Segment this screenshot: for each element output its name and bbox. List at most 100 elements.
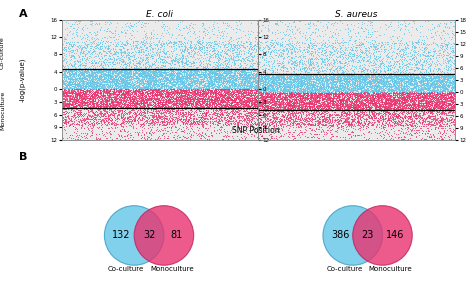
Point: [75, 76, 82, 81]
Point: [104, 90, 112, 95]
Point: [73, 93, 81, 98]
Point: [298, 40, 306, 45]
Point: [222, 88, 230, 92]
Point: [145, 98, 152, 102]
Point: [219, 61, 226, 66]
Point: [82, 40, 89, 45]
Point: [126, 95, 133, 100]
Point: [409, 57, 416, 61]
Point: [373, 78, 380, 83]
Point: [199, 125, 206, 129]
Point: [132, 63, 139, 68]
Point: [436, 91, 443, 95]
Point: [424, 101, 432, 105]
Point: [173, 77, 180, 81]
Point: [319, 79, 327, 84]
Point: [275, 84, 283, 88]
Point: [182, 72, 190, 77]
Point: [419, 82, 427, 86]
Point: [267, 81, 275, 85]
Point: [440, 92, 448, 97]
Point: [220, 95, 228, 99]
Point: [310, 89, 318, 94]
Point: [379, 93, 387, 97]
Point: [192, 130, 200, 135]
Point: [294, 123, 302, 128]
Point: [316, 111, 324, 116]
Point: [443, 98, 450, 102]
Point: [319, 81, 326, 86]
Point: [374, 118, 382, 123]
Point: [230, 100, 237, 104]
Point: [408, 90, 416, 94]
Point: [273, 75, 281, 79]
Point: [113, 136, 121, 141]
Point: [424, 84, 432, 88]
Point: [359, 94, 366, 99]
Point: [305, 86, 313, 91]
Point: [66, 78, 73, 83]
Point: [61, 36, 69, 40]
Point: [391, 129, 398, 133]
Point: [143, 97, 150, 102]
Point: [347, 105, 355, 109]
Point: [196, 93, 203, 98]
Point: [322, 109, 329, 113]
Point: [314, 91, 322, 96]
Point: [279, 86, 286, 91]
Point: [263, 95, 270, 99]
Point: [336, 105, 344, 110]
Point: [346, 132, 354, 137]
Point: [235, 67, 243, 72]
Point: [161, 92, 168, 97]
Point: [374, 100, 382, 104]
Point: [427, 93, 435, 97]
Point: [65, 101, 73, 106]
Point: [165, 79, 173, 84]
Point: [82, 62, 90, 67]
Point: [169, 80, 176, 84]
Point: [175, 97, 182, 102]
Point: [329, 45, 337, 50]
Point: [402, 95, 410, 100]
Point: [328, 89, 336, 94]
Point: [109, 62, 117, 67]
Point: [296, 106, 303, 110]
Point: [337, 123, 345, 127]
Point: [245, 113, 253, 118]
Point: [396, 61, 403, 65]
Point: [254, 104, 262, 108]
Point: [169, 78, 177, 83]
Point: [341, 60, 349, 64]
Point: [356, 77, 364, 82]
Point: [438, 137, 445, 142]
Point: [88, 85, 96, 90]
Point: [394, 98, 402, 102]
Point: [177, 89, 184, 93]
Point: [308, 88, 316, 92]
Point: [186, 73, 193, 77]
Point: [215, 96, 223, 100]
Point: [158, 81, 165, 85]
Point: [301, 87, 308, 92]
Point: [373, 70, 380, 75]
Point: [211, 98, 219, 103]
Point: [275, 119, 283, 124]
Point: [342, 77, 349, 82]
Point: [179, 90, 186, 94]
Point: [387, 86, 395, 90]
Point: [450, 32, 457, 37]
Point: [292, 36, 299, 41]
Point: [210, 118, 218, 123]
Point: [64, 90, 71, 95]
Point: [392, 78, 400, 83]
Point: [123, 80, 130, 85]
Point: [303, 91, 310, 96]
Point: [274, 40, 282, 45]
Point: [284, 96, 292, 101]
Point: [74, 110, 82, 115]
Point: [243, 85, 251, 90]
Point: [199, 98, 206, 102]
Point: [338, 99, 346, 104]
Point: [177, 104, 185, 109]
